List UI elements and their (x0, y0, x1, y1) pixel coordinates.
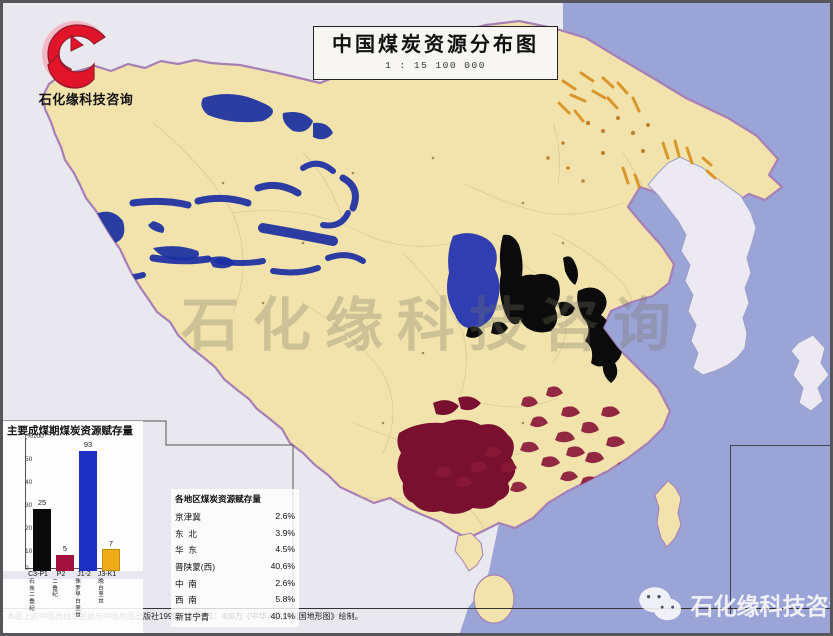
svg-text:石化缘科技咨询: 石化缘科技咨询 (689, 593, 833, 619)
